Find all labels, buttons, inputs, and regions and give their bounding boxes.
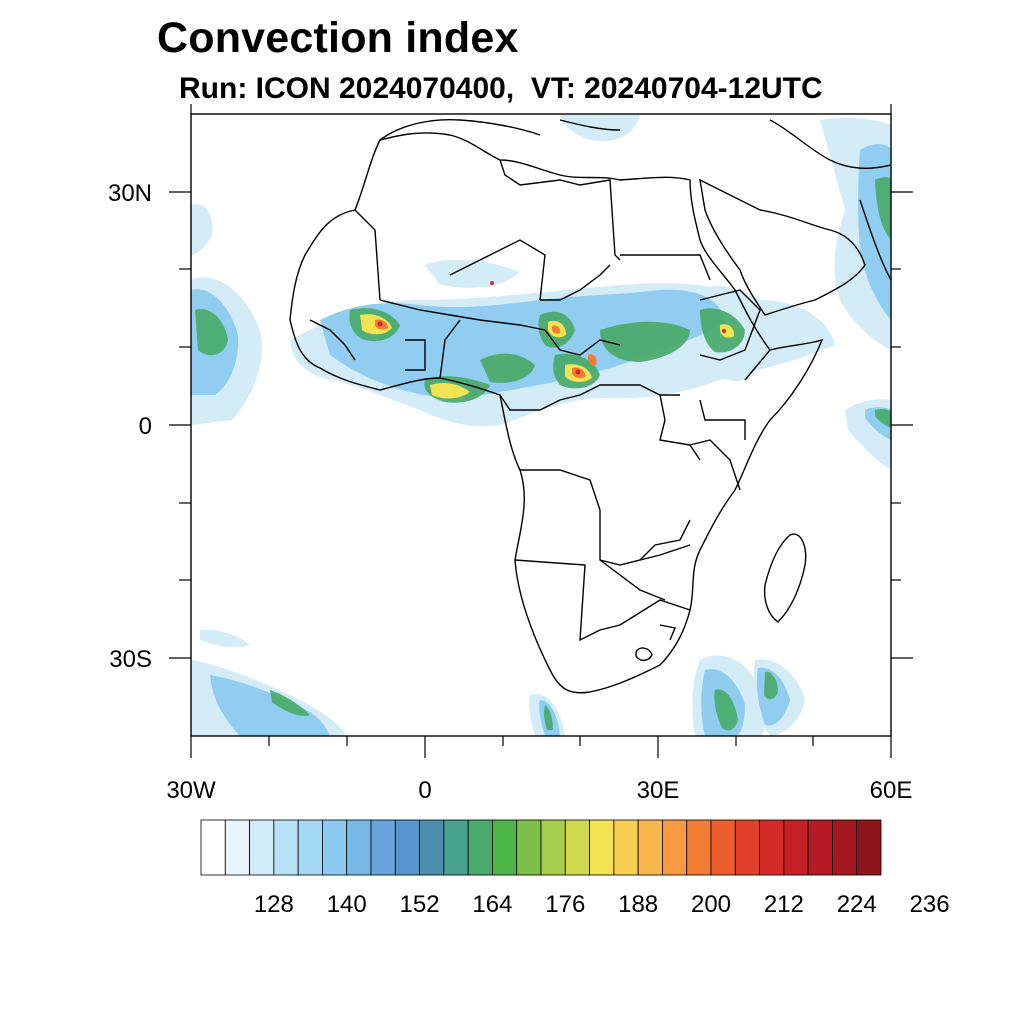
colorbar-box: [322, 819, 348, 876]
colorbar-box: [564, 819, 590, 876]
lon-label-30e: 30E: [637, 777, 680, 804]
colorbar-box: [540, 819, 566, 876]
colorbar-box: [200, 819, 226, 876]
colorbar-tick-label: 224: [837, 891, 877, 918]
colorbar: [200, 819, 882, 876]
colorbar-box: [832, 819, 858, 876]
colorbar-box: [516, 819, 542, 876]
lat-label-30s: 30S: [109, 646, 152, 673]
chart-subtitle: Run: ICON 2024070400, VT: 20240704-12UTC: [179, 72, 823, 105]
colorbar-box: [589, 819, 615, 876]
colorbar-tick-label: 152: [400, 891, 440, 918]
lon-label-60e: 60E: [870, 777, 913, 804]
lat-label-0: 0: [139, 413, 152, 440]
colorbar-box: [807, 819, 833, 876]
colorbar-box: [224, 819, 250, 876]
map-background: [191, 114, 891, 736]
colorbar-box: [273, 819, 299, 876]
colorbar-box: [370, 819, 396, 876]
colorbar-box: [759, 819, 785, 876]
colorbar-tick-label: 128: [254, 891, 294, 918]
colorbar-tick-label: 212: [764, 891, 804, 918]
chart-title: Convection index: [157, 14, 519, 62]
colorbar-tick-label: 140: [327, 891, 367, 918]
colorbar-box: [443, 819, 469, 876]
colorbar-tick-label: 176: [545, 891, 585, 918]
colorbar-box: [467, 819, 493, 876]
axis-ticks: [169, 104, 913, 758]
colorbar-box: [492, 819, 518, 876]
colorbar-box: [346, 819, 372, 876]
colorbar-box: [710, 819, 736, 876]
colorbar-box: [734, 819, 760, 876]
colorbar-box: [662, 819, 688, 876]
colorbar-box: [783, 819, 809, 876]
colorbar-tick-label: 200: [691, 891, 731, 918]
colorbar-box: [613, 819, 639, 876]
lon-label-30w: 30W: [166, 777, 216, 804]
colorbar-box: [637, 819, 663, 876]
lon-label-0: 0: [418, 777, 431, 804]
colorbar-box: [249, 819, 275, 876]
colorbar-tick-label: 188: [618, 891, 658, 918]
colorbar-box: [856, 819, 882, 876]
colorbar-tick-label: 164: [472, 891, 512, 918]
colorbar-box: [394, 819, 420, 876]
colorbar-box: [419, 819, 445, 876]
lat-label-30n: 30N: [108, 180, 152, 207]
colorbar-labels: 128 140 152 164 176 188 200 212 224 236: [254, 891, 950, 918]
colorbar-box: [686, 819, 712, 876]
coastlines: [289, 118, 891, 694]
colorbar-tick-label: 236: [910, 891, 950, 918]
colorbar-box: [297, 819, 323, 876]
